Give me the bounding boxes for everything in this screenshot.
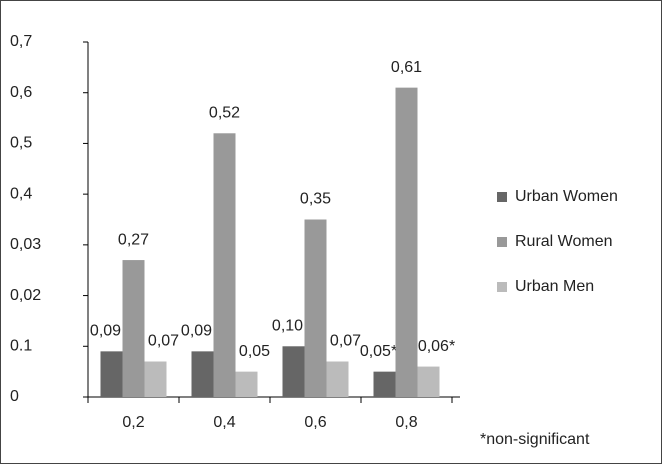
value-label: 0,27 <box>118 231 149 248</box>
bar <box>373 371 396 397</box>
x-tick-label: 0,8 <box>395 414 417 431</box>
x-tick-label: 0,2 <box>122 414 144 431</box>
x-tick-label: 0,4 <box>213 414 235 431</box>
bar <box>122 260 145 397</box>
legend-swatch <box>497 237 507 247</box>
y-tick-label: 0,03 <box>10 236 41 253</box>
bar <box>144 361 167 397</box>
y-tick-label: 0,7 <box>10 33 32 50</box>
value-label: 0,35 <box>300 191 331 208</box>
bar <box>282 346 305 397</box>
value-label: 0,05* <box>360 343 397 360</box>
footnote: *non-significant <box>480 431 590 448</box>
y-tick-label: 0,6 <box>10 84 32 101</box>
y-tick-label: 0,02 <box>10 287 41 304</box>
bar <box>213 133 236 398</box>
value-label: 0,07 <box>148 333 179 350</box>
value-label: 0,61 <box>391 59 422 76</box>
value-label: 0,09 <box>90 323 121 340</box>
value-label: 0,09 <box>181 323 212 340</box>
bar <box>304 219 327 397</box>
y-tick-label: 0 <box>10 388 19 405</box>
y-tick-label: 0,4 <box>10 185 32 202</box>
legend-label: Urban Men <box>515 278 594 295</box>
value-label: 0,05 <box>239 343 270 360</box>
bar <box>326 361 349 397</box>
value-label: 0,07 <box>330 333 361 350</box>
value-label: 0,52 <box>209 105 240 122</box>
bar <box>417 366 440 397</box>
bar <box>395 87 418 398</box>
bar <box>191 351 214 397</box>
y-tick-label: 0.1 <box>10 338 32 355</box>
bar <box>100 351 123 397</box>
x-tick-label: 0,6 <box>304 414 326 431</box>
legend-swatch <box>497 192 507 202</box>
y-tick-label: 0,5 <box>10 135 32 152</box>
value-label: 0,10 <box>272 318 303 335</box>
legend-label: Urban Women <box>515 188 618 205</box>
value-label: 0,06* <box>418 338 455 355</box>
legend-label: Rural Women <box>515 233 613 250</box>
legend-swatch <box>497 282 507 292</box>
bar <box>235 371 258 397</box>
